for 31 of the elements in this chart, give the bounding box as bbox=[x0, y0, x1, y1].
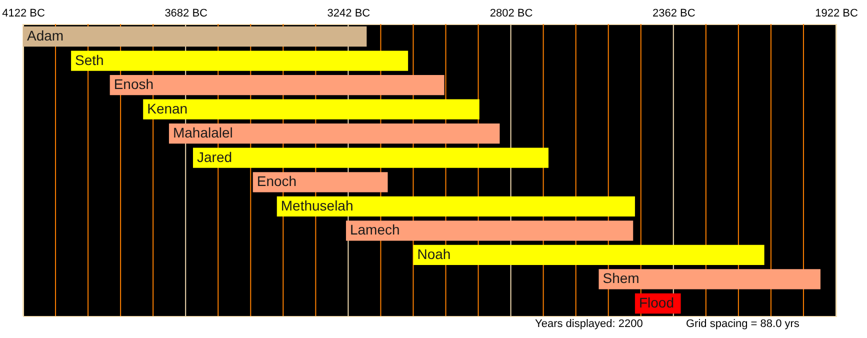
x-tick-label: 2362 BC bbox=[652, 8, 696, 20]
bar bbox=[168, 124, 500, 144]
x-tick-label: 1922 BC bbox=[815, 8, 858, 20]
bar bbox=[71, 50, 408, 71]
text: Grid spacing = 88.0 yrs bbox=[686, 318, 800, 330]
bar bbox=[346, 220, 634, 241]
bar bbox=[143, 99, 480, 120]
y-tick-label: Seth bbox=[75, 52, 104, 68]
bar bbox=[252, 172, 388, 192]
x-tick-label: 2802 BC bbox=[490, 8, 533, 20]
y-tick-label: Enoch bbox=[256, 173, 297, 190]
y-tick-label: Shem bbox=[602, 270, 640, 286]
bar bbox=[413, 244, 764, 266]
bar bbox=[192, 148, 548, 168]
bar bbox=[598, 269, 820, 290]
y-tick-label: Lamech bbox=[350, 222, 400, 238]
y-tick-label: Enosh bbox=[114, 76, 154, 92]
y-tick-label: Adam bbox=[27, 28, 64, 44]
text: Years displayed: 2200 bbox=[535, 318, 643, 330]
y-tick-label: Flood bbox=[638, 294, 674, 310]
x-tick-label: 3682 BC bbox=[164, 8, 208, 20]
y-tick-label: Jared bbox=[196, 148, 232, 165]
y-tick-label: Methuselah bbox=[280, 197, 354, 214]
y-tick-label: Mahalalel bbox=[172, 124, 233, 141]
x-tick-label: 3242 BC bbox=[327, 8, 370, 20]
x-tick-label: 4122 BC bbox=[2, 8, 45, 20]
y-tick-label: Noah bbox=[417, 246, 451, 262]
bar bbox=[23, 26, 367, 47]
y-tick-label: Kenan bbox=[147, 100, 188, 116]
bar bbox=[276, 196, 635, 216]
bar bbox=[110, 74, 444, 96]
